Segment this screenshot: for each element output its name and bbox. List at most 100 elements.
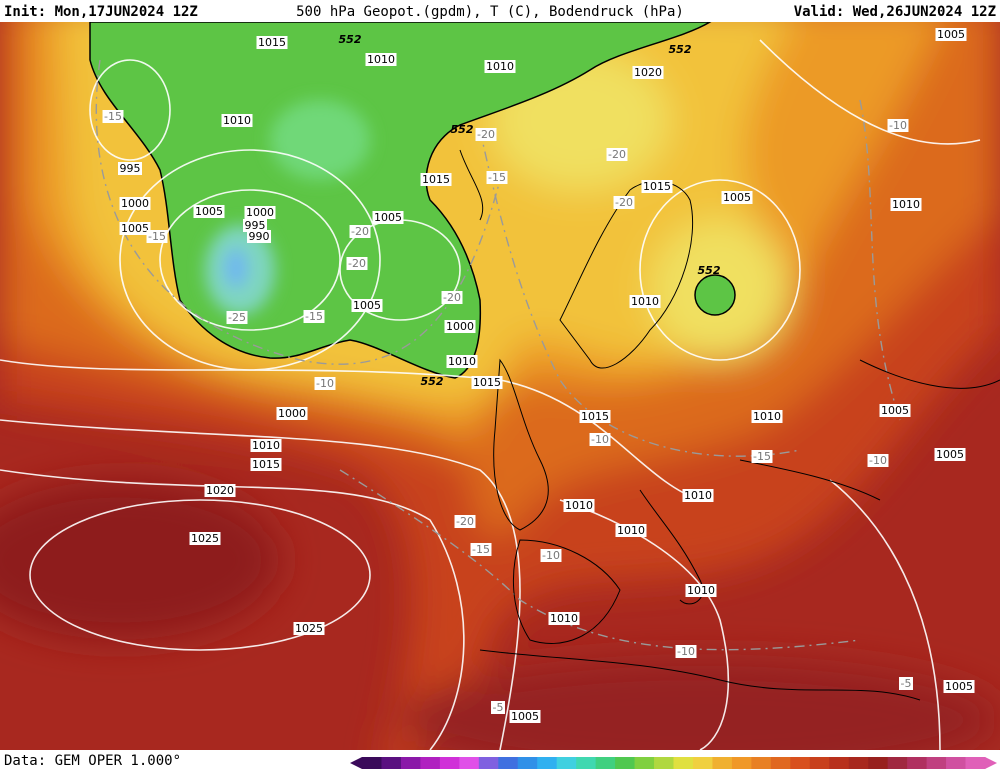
valid-time: Valid: Wed,26JUN2024 12Z: [794, 4, 996, 20]
isobar-label: 1010: [565, 499, 593, 512]
temperature-label-box: [475, 128, 497, 141]
isobar-label-box: [563, 499, 595, 512]
geopotential-label: 552: [421, 375, 444, 388]
scale-cell: [400, 757, 421, 769]
scale-arrow: [350, 757, 362, 769]
scale-cell: [809, 757, 830, 769]
isobar-label-box: [420, 173, 452, 186]
scale-cell: [907, 757, 928, 769]
geopotential-label: 552: [339, 33, 362, 46]
isobar-label-box: [890, 198, 922, 211]
temperature-label: -10: [889, 119, 907, 132]
temperature-label: -20: [477, 128, 495, 141]
green-spot: [694, 274, 736, 316]
isobar-label: 1005: [374, 211, 402, 224]
isobar-label-box: [751, 410, 783, 423]
isobar-label: 1015: [643, 180, 671, 193]
temperature-label: -10: [869, 454, 887, 467]
isobar-label: 1015: [422, 173, 450, 186]
isobar-label: 1025: [295, 622, 323, 635]
scale-cell: [439, 757, 460, 769]
temperature-label-box: [441, 291, 463, 304]
temperature-label: -15: [104, 110, 122, 123]
isobar-label: 1005: [353, 299, 381, 312]
isobar-label: 1010: [753, 410, 781, 423]
isobar-label-box: [471, 376, 503, 389]
temperature-label-box: [226, 311, 248, 324]
scale-cell: [615, 757, 636, 769]
isobar-label-box: [244, 206, 276, 219]
scale-cell: [556, 757, 577, 769]
isobar-label: 1010: [631, 295, 659, 308]
temperature-label: -20: [608, 148, 626, 161]
isobar-label: 1005: [936, 448, 964, 461]
isobar-label: 1000: [246, 206, 274, 219]
isobar-label: 1020: [206, 484, 234, 497]
isobar-label-box: [509, 710, 541, 723]
scale-cell: [634, 757, 655, 769]
temperature-label: -15: [305, 310, 323, 323]
temperature-label: -20: [456, 515, 474, 528]
isobar-label: 995: [120, 162, 141, 175]
isobar-label-box: [935, 28, 967, 41]
isobar-label: 1015: [581, 410, 609, 423]
isobar-label-box: [444, 320, 476, 333]
isobar-label: 995: [245, 219, 266, 232]
temperature-label-box: [349, 225, 371, 238]
temperature-label-box: [470, 543, 492, 556]
isobar-label-box: [119, 197, 151, 210]
scale-cell: [829, 757, 850, 769]
scale-cell: [420, 757, 441, 769]
isobar-label-box: [579, 410, 611, 423]
isobar-label-box: [247, 230, 271, 243]
scale-cell: [381, 757, 402, 769]
isobar-label: 1015: [473, 376, 501, 389]
temperature-label-box: [454, 515, 476, 528]
scale-cell: [887, 757, 908, 769]
scale-cell: [868, 757, 889, 769]
isobar-label: 1005: [881, 404, 909, 417]
isobar-label-box: [250, 439, 282, 452]
scale-cell: [751, 757, 772, 769]
isobar-label-box: [446, 355, 478, 368]
isobar-label-box: [118, 162, 142, 175]
temperature-label-box: [346, 257, 368, 270]
isobar-label-box: [372, 211, 404, 224]
isobar-label-box: [293, 622, 325, 635]
isobar-label-box: [548, 612, 580, 625]
scale-cell: [595, 757, 616, 769]
isobar-label-box: [484, 60, 516, 73]
temperature-label-box: [102, 110, 124, 123]
scale-cell: [731, 757, 752, 769]
isobar-label: 1010: [223, 114, 251, 127]
temperature-label: -10: [542, 549, 560, 562]
temperature-label: -25: [228, 311, 246, 324]
color-scale: [350, 757, 997, 769]
scale-cell: [770, 757, 791, 769]
scale-cell: [654, 757, 674, 769]
scale-cell: [459, 757, 480, 769]
isobar-label: 1010: [687, 584, 715, 597]
isobar-label: 1005: [937, 28, 965, 41]
isobar-label: 1005: [945, 680, 973, 693]
data-source: Data: GEM OPER 1.000°: [4, 753, 181, 769]
temperature-label-box: [589, 433, 611, 446]
init-time: Init: Mon,17JUN2024 12Z: [4, 4, 198, 20]
isobar-label: 1015: [252, 458, 280, 471]
temperature-label-box: [867, 454, 889, 467]
scale-cell: [712, 757, 733, 769]
isobar-label-box: [189, 532, 221, 545]
temperature-label-box: [303, 310, 325, 323]
temperature-label: -15: [488, 171, 506, 184]
temperature-label-box: [899, 677, 913, 690]
temperature-label-box: [146, 230, 168, 243]
scale-cell: [498, 757, 519, 769]
scale-cell: [362, 757, 382, 769]
scale-cell: [790, 757, 811, 769]
temperature-label-box: [675, 645, 697, 658]
isobar-label: 1000: [121, 197, 149, 210]
temperature-label-box: [491, 701, 505, 714]
isobar-label: 1015: [258, 36, 286, 49]
isobar-label-box: [276, 407, 308, 420]
